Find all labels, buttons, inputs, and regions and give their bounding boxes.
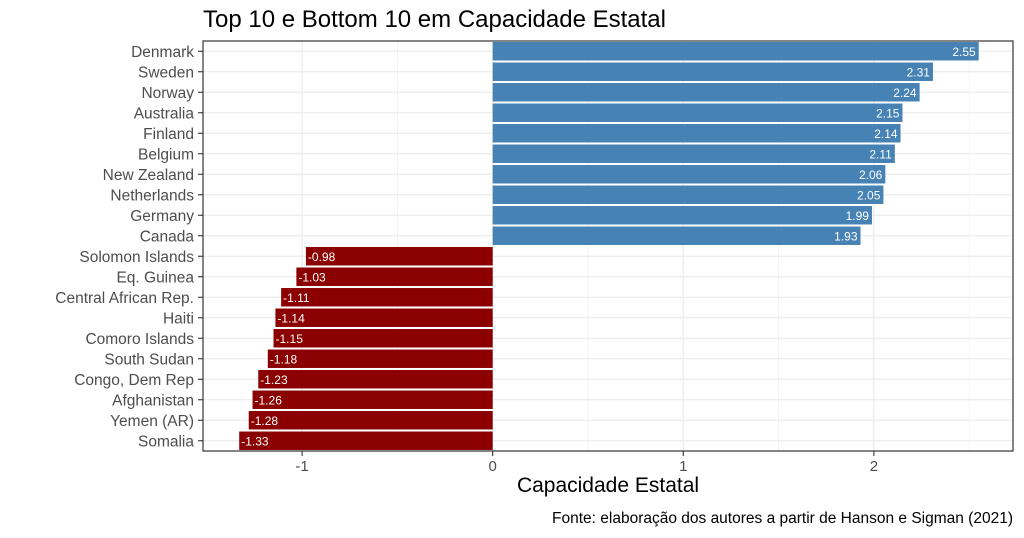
bar — [252, 390, 493, 409]
category-label: Afghanistan — [112, 392, 194, 409]
bar — [296, 267, 493, 286]
bar — [492, 124, 901, 143]
x-tick-label: 0 — [489, 458, 497, 475]
bar — [267, 349, 493, 368]
data-label: -1.11 — [283, 291, 310, 305]
data-label: 1.93 — [834, 229, 858, 243]
bar — [305, 247, 493, 266]
category-label: Haiti — [163, 310, 194, 327]
data-label: -1.26 — [255, 393, 283, 407]
data-label: 2.14 — [874, 127, 898, 141]
x-tick-label: 2 — [870, 458, 878, 475]
category-label: Belgium — [138, 146, 194, 163]
category-label: Sweden — [138, 64, 194, 81]
bar — [273, 329, 493, 348]
category-label: Congo, Dem Rep — [74, 372, 194, 389]
data-label: -0.98 — [308, 250, 336, 264]
data-label: -1.15 — [276, 332, 304, 346]
bar — [492, 83, 920, 102]
bar — [239, 431, 493, 450]
x-axis-ticks: -1 0 1 2 — [198, 50, 878, 475]
data-label: 2.24 — [893, 86, 917, 100]
data-label: 2.05 — [857, 188, 881, 202]
data-label: -1.18 — [270, 352, 298, 366]
data-label: 2.06 — [859, 168, 883, 182]
chart-caption: Fonte: elaboração dos autores a partir d… — [552, 510, 1013, 527]
category-label: Denmark — [131, 44, 194, 61]
bar — [492, 42, 979, 61]
data-label: 2.15 — [876, 106, 900, 120]
category-label: Canada — [140, 228, 195, 245]
bars — [239, 42, 979, 450]
data-label: -1.28 — [251, 414, 279, 428]
category-label: Netherlands — [110, 187, 194, 204]
data-label: 1.99 — [846, 209, 870, 223]
category-label: Solomon Islands — [79, 249, 194, 266]
bar — [492, 144, 895, 163]
bar — [492, 62, 933, 81]
data-label: 2.55 — [952, 45, 976, 59]
category-label: Somalia — [138, 433, 194, 450]
category-label: South Sudan — [104, 351, 194, 368]
panel-border — [202, 40, 1014, 452]
data-label: -1.14 — [277, 311, 305, 325]
data-label: -1.23 — [260, 373, 288, 387]
category-label: Finland — [143, 126, 194, 143]
bar — [258, 370, 493, 389]
bar — [275, 308, 493, 327]
category-label: New Zealand — [103, 167, 194, 184]
x-tick-label: -1 — [295, 458, 308, 475]
chart-title: Top 10 e Bottom 10 em Capacidade Estatal — [203, 6, 666, 33]
category-label: Germany — [130, 208, 194, 225]
category-label: Norway — [141, 85, 194, 102]
grid-lines — [203, 41, 1013, 451]
bar — [492, 103, 903, 122]
data-label: -1.33 — [241, 434, 269, 448]
bar — [281, 288, 493, 307]
bar — [492, 206, 872, 225]
data-label: 2.11 — [869, 147, 892, 161]
category-labels: Denmark Sweden Norway Australia Finland Belgi… — [55, 44, 194, 451]
bar — [492, 185, 884, 204]
category-label: Australia — [134, 105, 195, 122]
bar — [492, 165, 886, 184]
data-label: -1.03 — [298, 270, 326, 284]
category-label: Central African Rep. — [55, 290, 194, 307]
data-labels: 2.55 2.31 2.24 2.15 2.14 2.11 2.06 2.05 1.99 1.93… — [241, 45, 976, 449]
category-label: Comoro Islands — [85, 331, 194, 348]
category-label: Eq. Guinea — [116, 269, 194, 286]
category-label: Yemen (AR) — [110, 413, 194, 430]
data-label: 2.31 — [907, 65, 931, 79]
x-axis-label: Capacidade Estatal — [516, 474, 700, 497]
bar — [492, 226, 861, 245]
bar — [248, 411, 493, 430]
x-tick-label: 1 — [679, 458, 687, 475]
